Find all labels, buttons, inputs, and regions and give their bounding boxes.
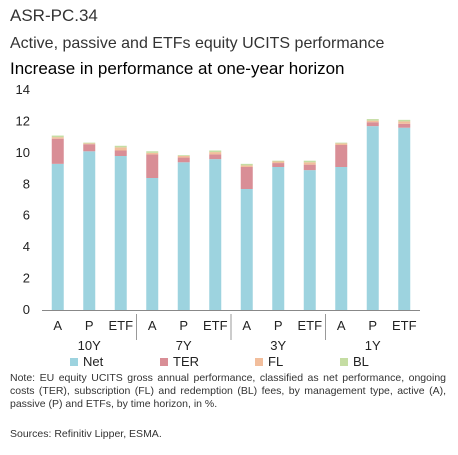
bars (51, 119, 411, 310)
bar-net (240, 189, 253, 310)
y-tick-label: 6 (23, 208, 30, 223)
bar-fl (398, 121, 411, 124)
bar-net (303, 170, 316, 310)
bar-bl (366, 119, 379, 121)
bar-bl (51, 135, 64, 138)
bar-ter (83, 144, 96, 152)
group-label: 10Y (78, 338, 101, 353)
bar-ter (303, 164, 316, 171)
x-tick-label: A (242, 318, 251, 333)
bar-bl (83, 142, 96, 144)
x-tick-label: ETF (203, 318, 228, 333)
bar-fl (272, 161, 285, 164)
group-label: 7Y (176, 338, 192, 353)
legend-swatch-bl (340, 358, 348, 366)
x-tick-label: P (368, 318, 377, 333)
bar-ter (146, 154, 159, 178)
legend-label-net: Net (83, 354, 104, 369)
bar-bl (398, 119, 411, 122)
bar-ter (398, 123, 411, 128)
bar-ter (272, 163, 285, 167)
bar-net (335, 167, 348, 310)
y-tick-label: 4 (23, 239, 30, 254)
group-label: 1Y (365, 338, 381, 353)
y-tick-label: 14 (16, 82, 30, 97)
bar-bl (177, 155, 190, 156)
bar-net (51, 163, 64, 310)
bar-ter (51, 138, 64, 164)
y-tick-label: 8 (23, 176, 30, 191)
y-tick-label: 12 (16, 113, 30, 128)
y-tick-label: 0 (23, 302, 30, 317)
bar-net (83, 151, 96, 310)
x-tick-label: A (337, 318, 346, 333)
bar-net (114, 156, 127, 310)
legend-swatch-ter (160, 358, 168, 366)
bar-bl (272, 160, 285, 162)
y-axis: 0 2 4 6 8 10 12 14 (16, 82, 30, 317)
bar-bl (303, 160, 316, 163)
chart-title: Active, passive and ETFs equity UCITS pe… (10, 35, 385, 52)
x-tick-label: ETF (108, 318, 133, 333)
x-tick-label: P (274, 318, 283, 333)
y-tick-label: 10 (16, 145, 30, 160)
bar-net (272, 167, 285, 310)
bar-net (146, 178, 159, 310)
bar-fl (146, 152, 159, 155)
x-tick-label: A (148, 318, 157, 333)
bar-ter (240, 167, 253, 189)
legend-label-bl: BL (353, 354, 369, 369)
bar-fl (177, 156, 190, 158)
x-tick-label: ETF (297, 318, 322, 333)
bar-bl (114, 145, 127, 148)
bar-ter (177, 157, 190, 163)
x-tick-label: P (179, 318, 188, 333)
x-tick-label: ETF (392, 318, 417, 333)
bar-fl (303, 162, 316, 165)
legend: Net TER FL BL (70, 354, 369, 369)
bar-fl (209, 152, 222, 155)
chart-source: Sources: Refinitiv Lipper, ESMA. (10, 428, 162, 440)
bar-fl (51, 137, 64, 139)
x-axis: A P ETF A P ETF A P ETF A P ETF 10Y 7Y 3Y 1Y (42, 310, 420, 353)
legend-swatch-fl (255, 358, 263, 366)
figure-id: ASR-PC.34 (10, 6, 98, 25)
bar-bl (240, 163, 253, 166)
bar-fl (114, 147, 127, 151)
bar-net (209, 159, 222, 310)
legend-swatch-net (70, 358, 78, 366)
legend-label-fl: FL (268, 354, 283, 369)
bar-ter (114, 150, 127, 156)
bar-fl (83, 143, 96, 145)
chart-subtitle: Increase in performance at one-year hori… (10, 59, 345, 78)
bar-fl (240, 165, 253, 167)
x-tick-label: P (85, 318, 94, 333)
bar-bl (209, 150, 222, 153)
stacked-bar-chart: 0 2 4 6 8 10 12 14 A P ETF A P ETF A P ETF A P ETF 10Y 7Y 3Y 1… (16, 82, 420, 369)
bar-net (398, 127, 411, 310)
y-tick-label: 2 (23, 271, 30, 286)
bar-bl (335, 142, 348, 144)
bar-net (177, 162, 190, 310)
bar-fl (335, 143, 348, 145)
bar-fl (366, 120, 379, 123)
legend-label-ter: TER (173, 354, 199, 369)
bar-ter (335, 145, 348, 167)
bar-net (366, 126, 379, 310)
x-tick-label: A (53, 318, 62, 333)
group-label: 3Y (270, 338, 286, 353)
bar-ter (209, 154, 222, 160)
bar-bl (146, 151, 159, 153)
bar-ter (366, 122, 379, 127)
chart-note: Note: EU equity UCITS gross annual perfo… (10, 372, 446, 410)
